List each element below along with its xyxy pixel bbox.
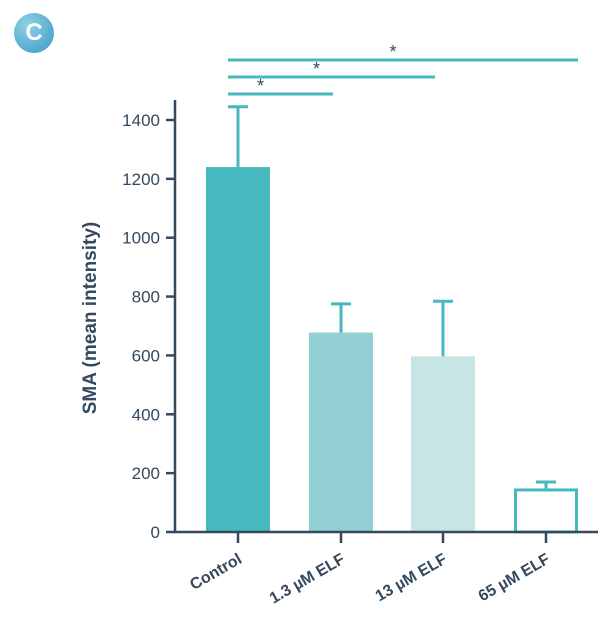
x-tick-label-0: Control [187, 551, 245, 594]
y-tick-label-5: 1000 [122, 229, 160, 248]
y-tick-label-7: 1400 [122, 111, 160, 130]
bar-2 [411, 356, 475, 532]
bars [206, 167, 578, 534]
significance-label-0: * [257, 76, 264, 96]
y-tick-label-2: 400 [132, 405, 160, 424]
significance-brackets: * * * [228, 42, 578, 96]
y-axis-label: SMA (mean intensity) [80, 222, 101, 415]
error-bars [228, 105, 556, 489]
significance-label-1: * [313, 59, 320, 79]
y-tick-label-4: 800 [132, 288, 160, 307]
bar-0 [206, 167, 270, 533]
bar-3 [514, 488, 578, 534]
bar-1 [309, 332, 373, 532]
x-tick-label-1: 1.3 µM ELF [267, 551, 348, 608]
y-tick-label-1: 200 [132, 464, 160, 483]
y-tick-label-6: 1200 [122, 170, 160, 189]
significance-label-2: * [389, 42, 396, 62]
panel-label-badge: C [14, 13, 54, 53]
x-tick-label-2: 13 µM ELF [373, 551, 451, 606]
y-tick-label-3: 600 [132, 346, 160, 365]
panel-label: C [25, 19, 43, 46]
x-tick-label-3: 65 µM ELF [476, 551, 554, 606]
y-tick-label-0: 0 [151, 523, 160, 542]
